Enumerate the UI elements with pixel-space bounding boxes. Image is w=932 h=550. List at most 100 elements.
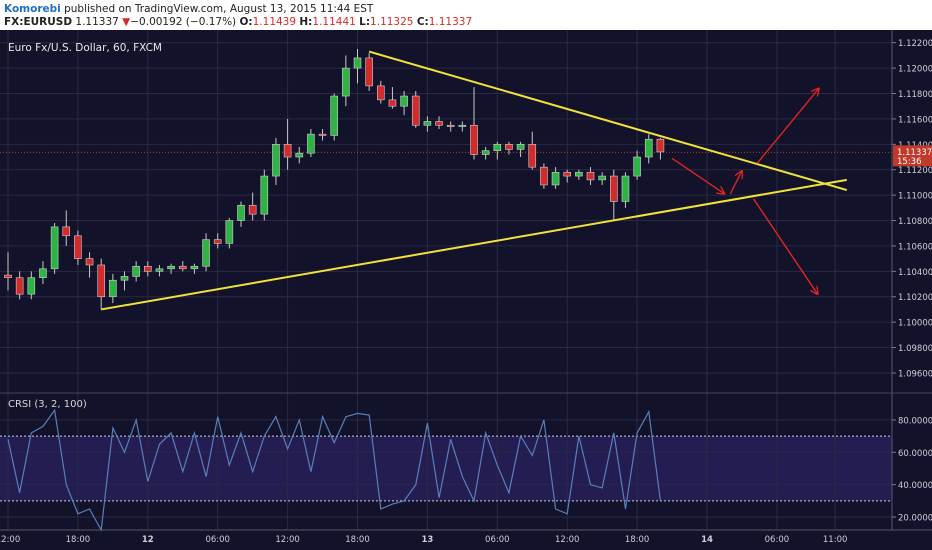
candle-body bbox=[458, 124, 467, 127]
last-price-label: 1.11337 bbox=[75, 16, 119, 28]
high-label: H: bbox=[299, 16, 313, 28]
price-tick-label: 1.09800 bbox=[898, 344, 932, 354]
price-tick-label: 1.10400 bbox=[898, 268, 932, 278]
change-label: −0.00192 (−0.17%) bbox=[130, 16, 237, 28]
candle-body bbox=[39, 268, 47, 278]
countdown-label: 15:36 bbox=[897, 157, 922, 167]
candle-body bbox=[4, 274, 12, 278]
crsi-tick-label: 80.0000 bbox=[898, 416, 932, 426]
price-tick-label: 1.11800 bbox=[898, 90, 932, 100]
candle-body bbox=[586, 171, 595, 181]
price-chart[interactable]: 1.122001.120001.118001.116001.114001.112… bbox=[0, 30, 932, 550]
candles bbox=[4, 49, 665, 310]
crsi-indicator bbox=[0, 408, 892, 532]
candle-body bbox=[342, 67, 350, 97]
ohlc-line: FX:EURUSD 1.11337 ▼−0.00192 (−0.17%) O:1… bbox=[4, 16, 472, 28]
candle-body bbox=[481, 150, 490, 155]
candle-body bbox=[493, 144, 502, 151]
candle-body bbox=[423, 121, 432, 126]
price-tick-label: 1.09600 bbox=[898, 369, 932, 379]
price-tick-label: 1.10800 bbox=[898, 217, 932, 227]
candle-body bbox=[225, 220, 234, 244]
publish-line: Komorebi published on TradingView.com, A… bbox=[4, 3, 373, 15]
candle-body bbox=[15, 277, 24, 295]
candle-body bbox=[540, 166, 548, 186]
projection-arrow bbox=[671, 157, 724, 194]
candle-body bbox=[400, 95, 408, 107]
author-link[interactable]: Komorebi bbox=[4, 3, 61, 15]
time-tick-label: 06:00 bbox=[205, 535, 230, 545]
candle-body bbox=[260, 175, 269, 215]
candle-body bbox=[575, 171, 583, 177]
candle-body bbox=[178, 265, 187, 270]
candle-body bbox=[609, 175, 618, 202]
candle-body bbox=[528, 144, 537, 168]
time-tick-label: 18:00 bbox=[625, 535, 650, 545]
axes: 1.122001.120001.118001.116001.114001.112… bbox=[0, 30, 932, 545]
time-tick-label: 06:00 bbox=[765, 535, 790, 545]
candle-body bbox=[505, 144, 513, 150]
projection-arrow bbox=[753, 198, 818, 294]
candle-body bbox=[50, 226, 59, 270]
candle-body bbox=[144, 265, 152, 272]
open-value: 1.11439 bbox=[252, 16, 297, 28]
time-tick-label: 06:00 bbox=[485, 535, 510, 545]
price-tick-label: 1.10000 bbox=[898, 319, 932, 329]
candle-body bbox=[388, 99, 397, 107]
price-tick-label: 1.11600 bbox=[898, 115, 932, 125]
change-down-icon: ▼ bbox=[122, 16, 131, 28]
crsi-tick-label: 40.0000 bbox=[898, 481, 932, 491]
candle-body bbox=[470, 124, 478, 155]
candle-body bbox=[516, 144, 525, 150]
candle-body bbox=[202, 239, 210, 267]
candle-body bbox=[190, 265, 199, 270]
candle-body bbox=[248, 204, 257, 215]
last-price-badge bbox=[893, 145, 932, 167]
crsi-line bbox=[7, 408, 661, 532]
price-tick-label: 1.11200 bbox=[898, 166, 932, 176]
candle-body bbox=[318, 133, 327, 136]
candle-body bbox=[435, 121, 443, 126]
symbol-label[interactable]: FX:EURUSD bbox=[4, 16, 73, 28]
candle-body bbox=[155, 268, 164, 272]
time-tick-label: 14 bbox=[701, 535, 713, 545]
time-tick-label: 12 bbox=[142, 535, 154, 545]
time-tick-label: 13 bbox=[421, 535, 433, 545]
candle-body bbox=[365, 57, 373, 87]
last-price-label: 1.11337 bbox=[897, 148, 932, 158]
candle-body bbox=[167, 265, 175, 270]
trendline bbox=[368, 50, 848, 192]
candle-body bbox=[563, 171, 572, 177]
candle-body bbox=[295, 152, 304, 158]
candle-body bbox=[330, 95, 339, 136]
candle-body bbox=[120, 276, 129, 281]
time-tick-label: 18:00 bbox=[345, 535, 370, 545]
candle-body bbox=[272, 144, 280, 177]
price-tick-label: 1.10600 bbox=[898, 242, 932, 252]
published-text: published on TradingView.com, August 13,… bbox=[64, 3, 374, 15]
trendline bbox=[101, 178, 847, 311]
candle-body bbox=[353, 57, 362, 69]
time-tick-label: 11:00 bbox=[823, 535, 848, 545]
candle-body bbox=[237, 204, 245, 221]
candle-body bbox=[283, 144, 292, 158]
candle-body bbox=[74, 235, 82, 259]
price-tick-label: 1.12000 bbox=[898, 65, 932, 75]
trendlines bbox=[101, 50, 848, 311]
price-tick-label: 1.12200 bbox=[898, 39, 932, 49]
crsi-tick-label: 20.0000 bbox=[898, 514, 932, 524]
projection-arrow bbox=[756, 88, 819, 164]
low-label: L: bbox=[359, 16, 371, 28]
close-label: C: bbox=[416, 16, 429, 28]
chart-header: Komorebi published on TradingView.com, A… bbox=[0, 0, 932, 30]
candle-body bbox=[85, 258, 94, 266]
price-tick-label: 1.11000 bbox=[898, 192, 932, 202]
candle-body bbox=[633, 156, 641, 177]
open-label: O: bbox=[239, 16, 253, 28]
time-tick-label: 12:00 bbox=[275, 535, 300, 545]
crsi-title: CRSI (3, 2, 100) bbox=[8, 399, 87, 410]
chart-title: Euro Fx/U.S. Dollar, 60, FXCM bbox=[8, 42, 162, 54]
candle-body bbox=[62, 226, 71, 237]
close-value: 1.11337 bbox=[428, 16, 473, 28]
candle-body bbox=[656, 138, 665, 153]
